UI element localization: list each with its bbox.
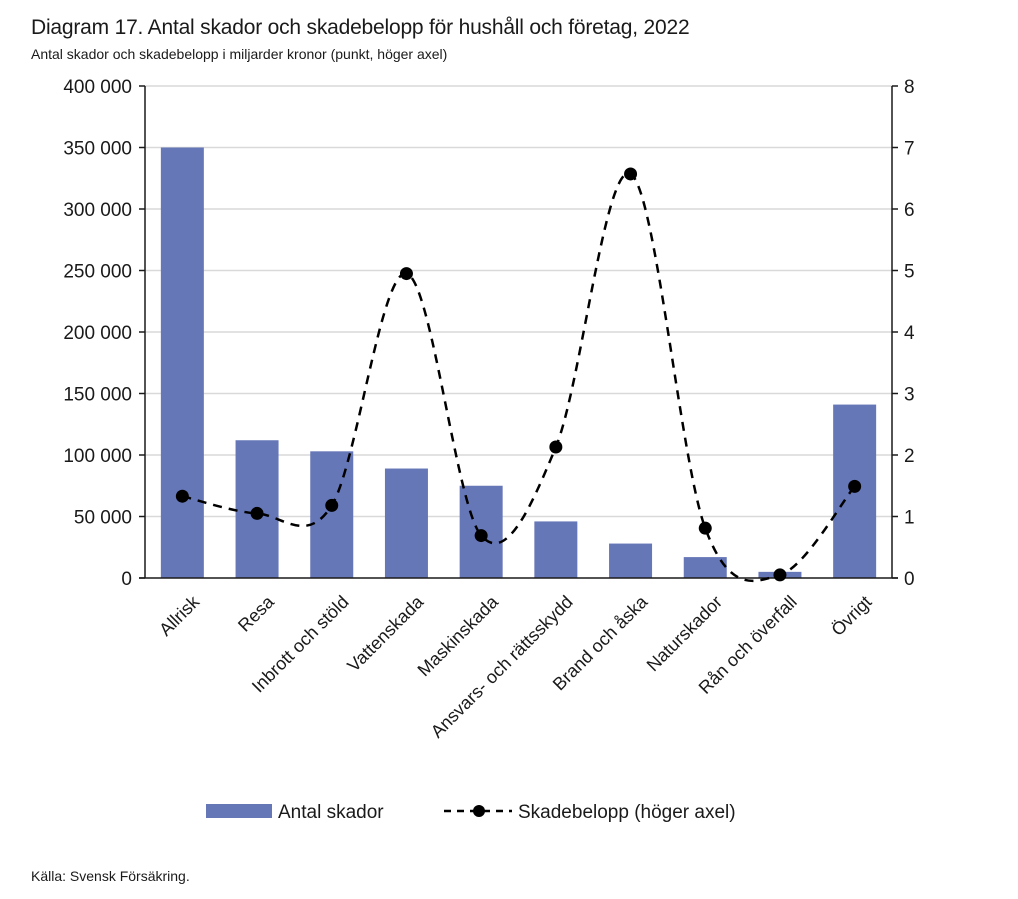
category-label: Naturskador (643, 592, 726, 675)
line-point (848, 479, 862, 493)
left-tick-label: 150 000 (63, 385, 132, 406)
left-axis-ticks: 0 50 000 100 000 150 000 200 000 250 000 300 0… (63, 77, 145, 590)
bar (384, 468, 428, 578)
line-point (175, 489, 189, 503)
left-tick-label: 100 000 (63, 446, 132, 467)
chart-subtitle: Antal skador och skadebelopp i miljarder… (31, 46, 448, 62)
bar (534, 521, 578, 578)
right-tick-label: 1 (904, 508, 915, 529)
right-tick-label: 0 (904, 569, 915, 590)
right-tick-label: 8 (904, 77, 915, 98)
line-point (773, 568, 787, 582)
legend: Antal skador Skadebelopp (höger axel) (206, 802, 736, 823)
right-axis-ticks: 0 1 2 3 4 5 6 7 8 (892, 77, 915, 590)
right-tick-label: 5 (904, 262, 915, 283)
line-point (474, 529, 488, 543)
legend-swatch-bars (206, 804, 272, 818)
category-label: Övrigt (827, 592, 875, 640)
line-point (399, 267, 413, 281)
legend-marker (473, 805, 485, 817)
line-point (624, 167, 638, 181)
legend-label-bars: Antal skador (278, 802, 384, 823)
line-point (325, 498, 339, 512)
bar (310, 451, 354, 578)
line-series (175, 167, 862, 583)
left-tick-label: 0 (121, 569, 132, 590)
source-note: Källa: Svensk Försäkring. (31, 868, 190, 884)
left-tick-label: 250 000 (63, 262, 132, 283)
legend-label-line: Skadebelopp (höger axel) (518, 802, 736, 823)
category-label: Ansvars- och rättsskydd (427, 592, 577, 742)
left-tick-label: 300 000 (63, 200, 132, 221)
bar (160, 147, 204, 578)
left-tick-label: 50 000 (74, 508, 132, 529)
left-tick-label: 200 000 (63, 323, 132, 344)
bar (683, 557, 727, 578)
right-tick-label: 3 (904, 385, 915, 406)
category-label: Resa (234, 591, 279, 636)
line-point (549, 440, 563, 454)
line-point (250, 506, 264, 520)
bar-series (160, 147, 877, 578)
line-path (182, 172, 856, 583)
left-tick-label: 350 000 (63, 139, 132, 160)
right-tick-label: 2 (904, 446, 915, 467)
bar (609, 543, 653, 578)
right-tick-label: 4 (904, 323, 915, 344)
right-tick-label: 6 (904, 200, 915, 221)
chart-title: Diagram 17. Antal skador och skadebelopp… (31, 16, 690, 39)
right-tick-label: 7 (904, 139, 915, 160)
left-tick-label: 400 000 (63, 77, 132, 98)
line-point (698, 521, 712, 535)
category-label: Allrisk (155, 591, 204, 640)
